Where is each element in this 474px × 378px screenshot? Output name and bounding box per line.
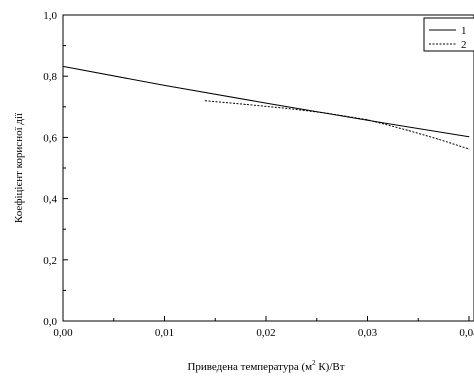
data-point [265,102,267,104]
series-line-1 [62,65,470,138]
legend-label-2: 2 [461,39,467,51]
x-axis: 0,00 0,01 0,02 0,03 0,04 [53,316,474,339]
series-layer [62,65,470,150]
data-point [245,103,247,105]
x-tick-label: 0,02 [256,327,275,339]
y-tick-label: 1,0 [43,10,57,22]
x-tick-label: 0,03 [358,327,378,339]
data-point [204,100,206,102]
series-line-2 [205,100,470,150]
y-tick-label: 0,6 [43,132,57,144]
legend-label-1: 1 [461,25,467,37]
x-tick-label: 0,04 [459,327,474,339]
y-tick-label: 0,0 [43,316,57,328]
plot-frame [62,14,474,322]
y-axis: 0,0 0,2 0,4 0,6 0,8 1,0 [43,10,68,328]
x-tick-label: 0,00 [53,327,73,339]
data-point [468,136,470,138]
legend: 1 2 [423,17,474,52]
data-point [407,129,409,131]
data-point [164,84,165,86]
y-axis-label: Коефіцієнт корисної дії [13,112,25,223]
x-axis-label: Приведена температура (м2 К)/Вт [187,359,344,373]
data-point [438,138,439,140]
x-tick-label: 0,01 [155,327,174,339]
data-point [285,107,287,109]
data-point [326,112,328,114]
data-point [367,119,368,121]
y-tick-label: 0,8 [43,71,57,83]
y-tick-label: 0,2 [43,255,57,267]
legend-box [423,17,474,52]
y-tick-label: 0,4 [43,194,57,206]
data-point [468,148,470,150]
data-point [367,119,368,121]
